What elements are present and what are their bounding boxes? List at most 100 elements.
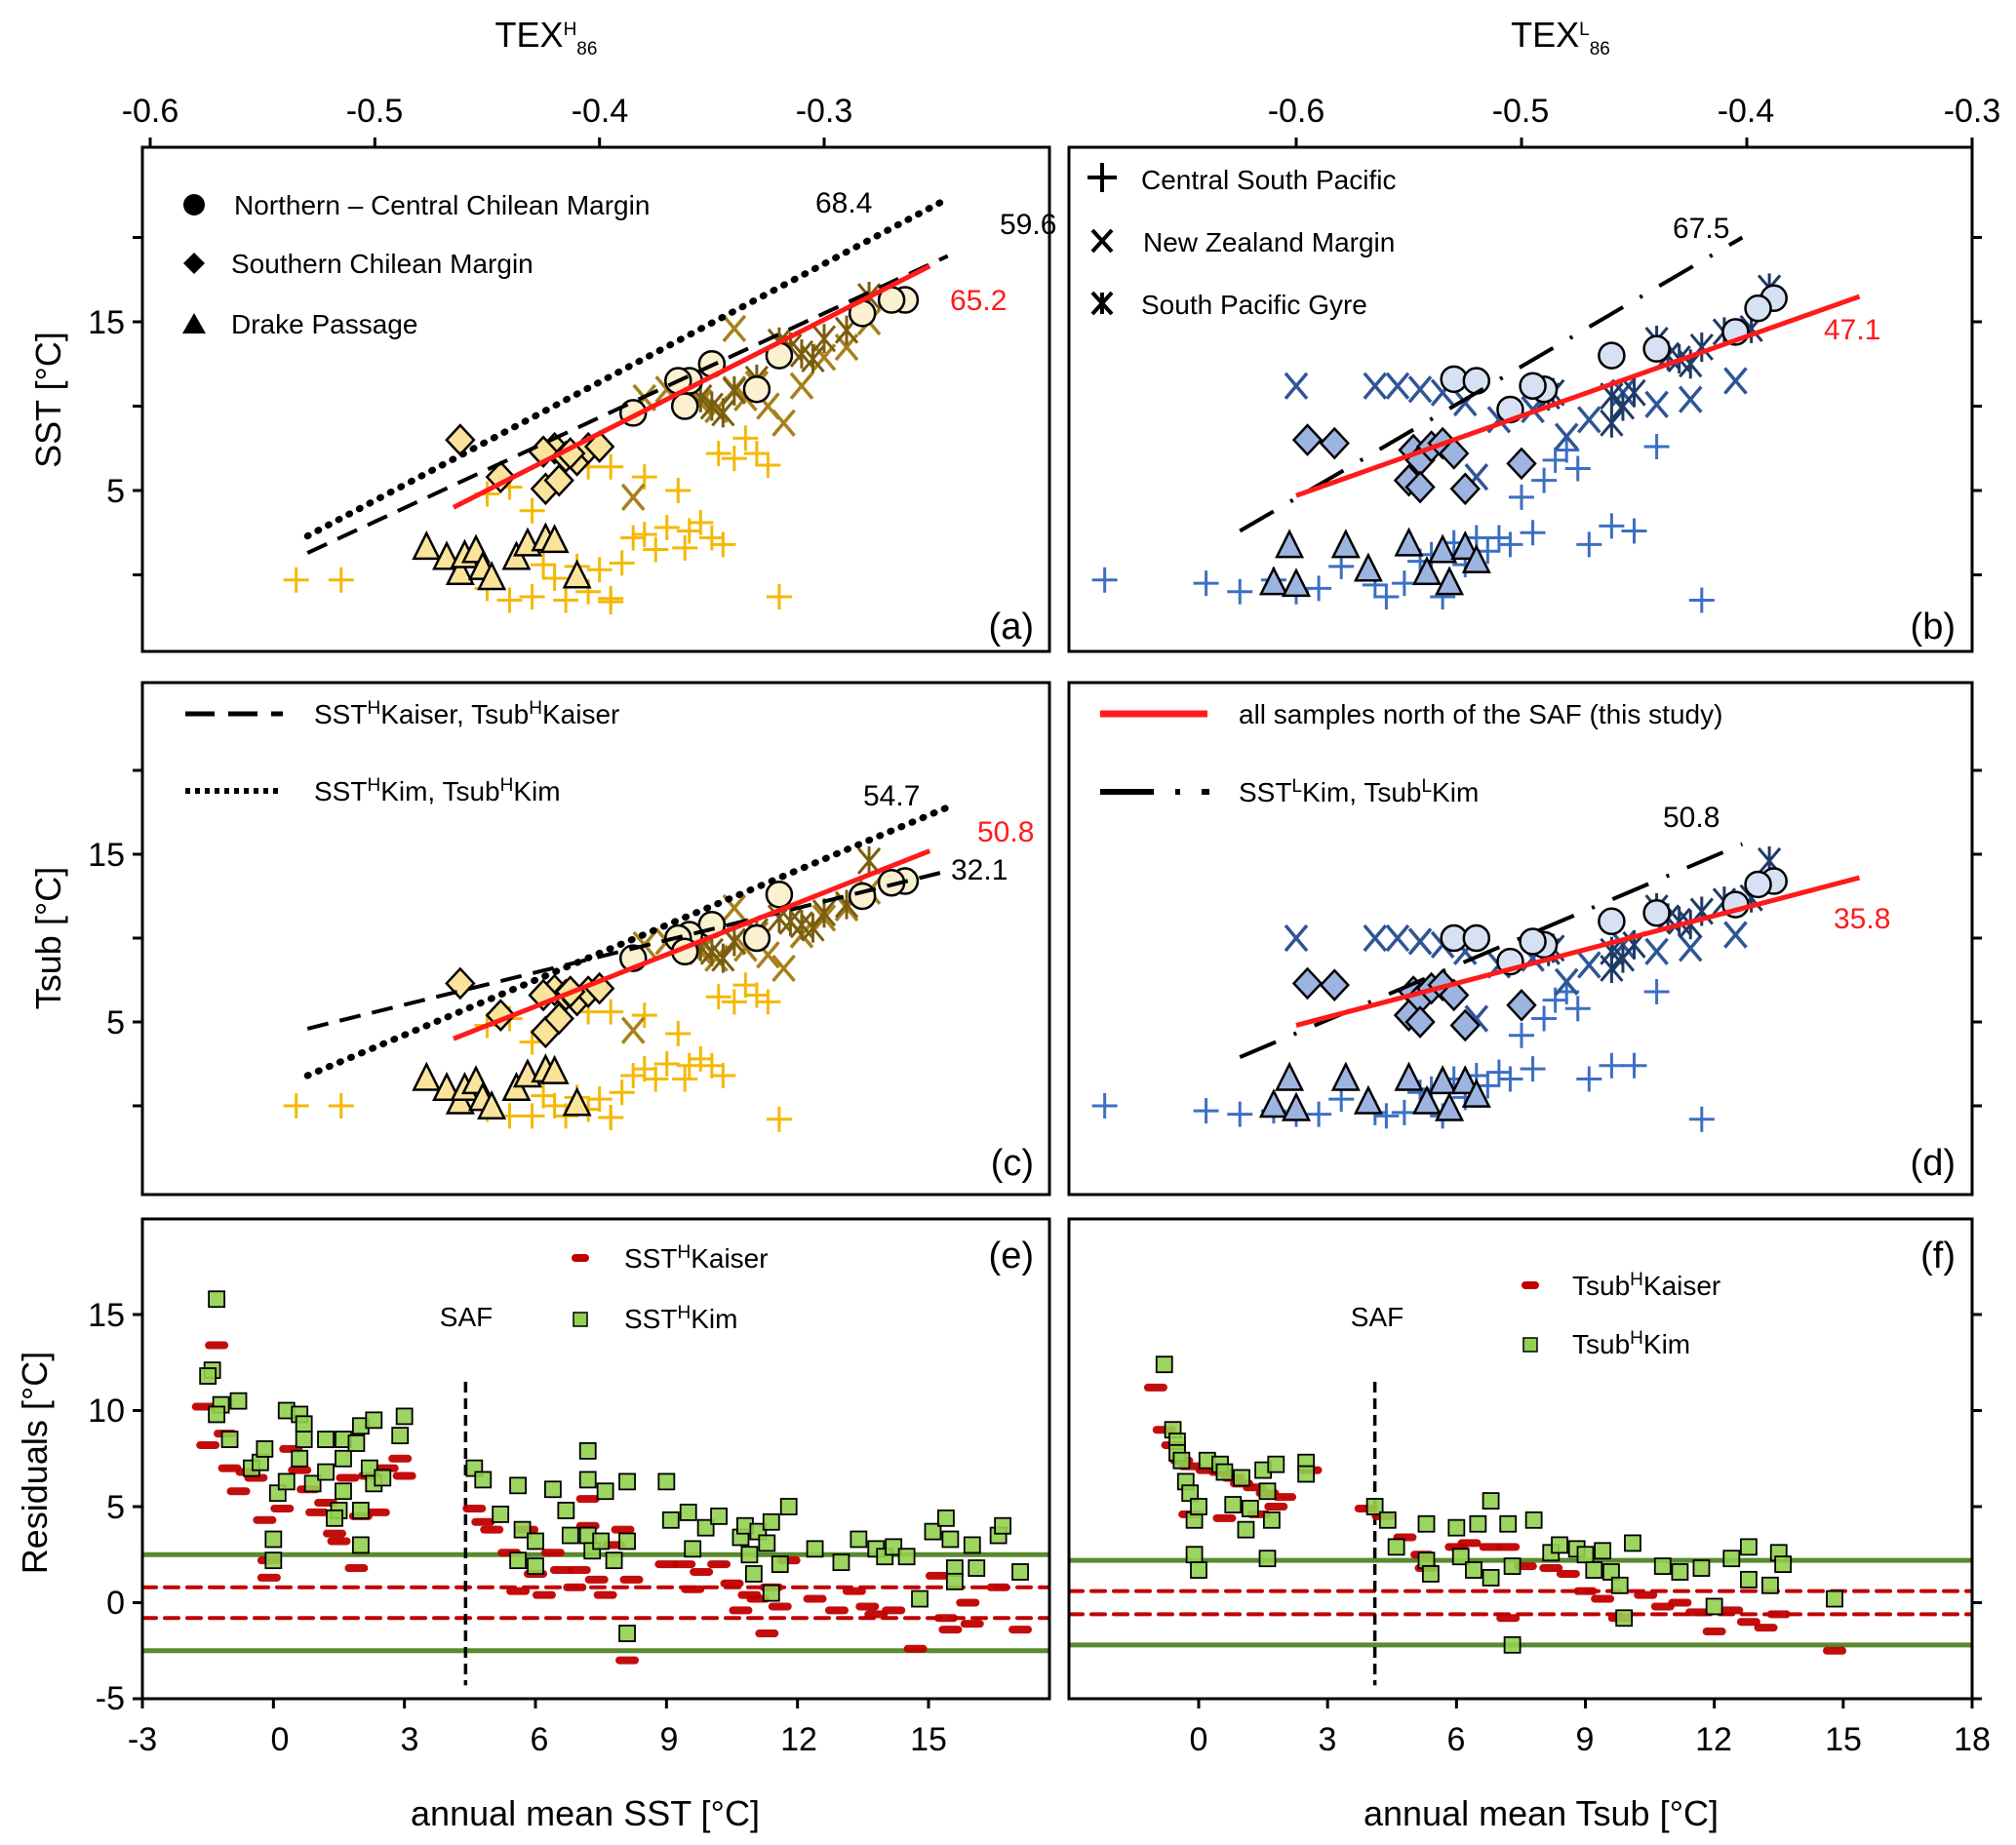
kim-residual-mark: [395, 1407, 414, 1426]
triangle-marker: [412, 1061, 442, 1091]
triangle-marker: [1461, 543, 1491, 573]
kim-residual-mark: [771, 1555, 789, 1573]
slope-label: 47.1: [1824, 314, 1880, 346]
plus-marker: [1564, 455, 1591, 482]
kim-residual-mark: [945, 1572, 964, 1590]
kim-residual-mark: [963, 1536, 981, 1554]
plus-marker: [755, 989, 781, 1015]
kaiser-residual-mark: [903, 1644, 928, 1653]
kim-residual-mark: [1585, 1561, 1603, 1579]
plus-marker: [1509, 1022, 1534, 1048]
plus-marker: [643, 536, 669, 563]
plus-marker: [1227, 1101, 1253, 1127]
kim-residual-mark: [1262, 1511, 1281, 1529]
calibration-line-sst-h-kaiser: [306, 254, 949, 555]
calibration-line-sst-h-kim: [303, 195, 952, 540]
kim-residual-mark: [937, 1509, 955, 1527]
kim-residual-mark: [762, 1584, 780, 1602]
plus-marker: [1091, 567, 1118, 593]
plus-marker: [531, 1082, 557, 1109]
plus-marker: [1688, 587, 1715, 613]
kim-residual-mark: [1740, 1538, 1758, 1556]
x-tick-label: 12: [780, 1721, 817, 1758]
kaiser-residual-mark: [327, 1537, 351, 1546]
y-tick-label: 5: [106, 1004, 125, 1041]
kaiser-residual-mark: [1720, 1606, 1744, 1615]
triangle-marker: [1411, 555, 1443, 586]
x-tick-label: 9: [660, 1721, 679, 1758]
diamond-marker: [1506, 988, 1537, 1022]
kim-residual-mark: [661, 1511, 680, 1529]
legend-red-dash-icon: [1522, 1281, 1539, 1289]
star-marker: [1600, 953, 1624, 983]
kaiser-residual-mark: [882, 1606, 906, 1615]
triangle-marker: [539, 524, 570, 554]
star-marker: [699, 391, 724, 421]
x-marker: [620, 483, 646, 512]
triangle-marker: [1330, 1061, 1361, 1091]
kim-residual-mark: [1258, 1482, 1277, 1501]
plus-marker: [1542, 447, 1568, 473]
panel-f: [1070, 1355, 1971, 1686]
kaiser-residual-mark: [1273, 1493, 1297, 1502]
kim-residual-mark: [1378, 1511, 1397, 1529]
plus-marker: [721, 989, 747, 1015]
kaiser-residual-mark: [344, 1564, 369, 1573]
plus-marker: [1576, 1066, 1602, 1092]
kaiser-residual-mark: [803, 1594, 827, 1603]
plus-marker: [1621, 1052, 1647, 1079]
kim-residual-mark: [696, 1518, 715, 1537]
kim-residual-mark: [295, 1415, 313, 1433]
legend-green-square-icon: [1522, 1337, 1538, 1353]
kim-residual-mark: [1224, 1496, 1243, 1513]
kim-residual-mark: [1653, 1557, 1672, 1575]
legend-green-square-icon: [573, 1312, 588, 1327]
circle-marker: [1519, 927, 1547, 956]
x-tick-label: 3: [401, 1721, 419, 1758]
kim-residual-mark: [509, 1551, 527, 1570]
x-marker: [1554, 967, 1579, 996]
kaiser-residual-mark: [584, 1575, 609, 1584]
x-tick-label: 3: [1319, 1721, 1337, 1758]
kaiser-residual-mark: [336, 1473, 360, 1482]
circle-marker: [742, 374, 771, 404]
x-marker: [620, 1016, 646, 1044]
legend-label: Northern – Central Chilean Margin: [234, 190, 650, 220]
panel-b: [1091, 235, 1861, 613]
kaiser-residual-mark: [611, 1525, 635, 1534]
x-marker: [1723, 921, 1748, 949]
triangle-marker: [562, 559, 592, 589]
kaiser-residual-mark: [672, 1560, 696, 1569]
triangle-marker: [1330, 529, 1361, 559]
triangle-marker: [1435, 566, 1465, 596]
kaiser-residual-mark: [392, 1472, 416, 1480]
plus-marker: [1509, 484, 1534, 510]
triangle-marker: [539, 1054, 570, 1084]
plus-marker: [598, 453, 624, 480]
legend-plus-icon: [1087, 163, 1117, 192]
kaiser-residual-mark: [226, 1487, 251, 1496]
triangle-marker: [412, 530, 442, 561]
panel-frames: [133, 137, 1982, 1708]
y-tick-label: 5: [106, 473, 125, 510]
kaiser-residual-mark: [933, 1614, 958, 1623]
plus-marker: [766, 1106, 792, 1132]
legend-star-icon: [1090, 291, 1114, 316]
kim-residual-mark: [657, 1472, 676, 1491]
calibration-line-tsub-h-kim: [303, 804, 952, 1080]
series-new-zealand-margin: [620, 307, 882, 512]
triangle-marker: [1281, 568, 1312, 598]
x-marker: [1644, 937, 1669, 965]
kim-residual-mark: [509, 1476, 527, 1495]
series-northern-central-chilean-margin: [1440, 284, 1788, 424]
circle-marker: [1744, 294, 1772, 323]
x-marker: [1576, 406, 1601, 434]
plus-marker: [631, 1056, 657, 1082]
kaiser-residual-mark: [755, 1629, 779, 1638]
kaiser-residual-mark: [1556, 1569, 1580, 1578]
slope-label: 50.8: [977, 816, 1034, 848]
plus-marker: [598, 589, 624, 615]
kim-residual-mark: [1185, 1546, 1204, 1564]
star-marker: [711, 943, 735, 973]
kim-residual-mark: [326, 1509, 343, 1527]
